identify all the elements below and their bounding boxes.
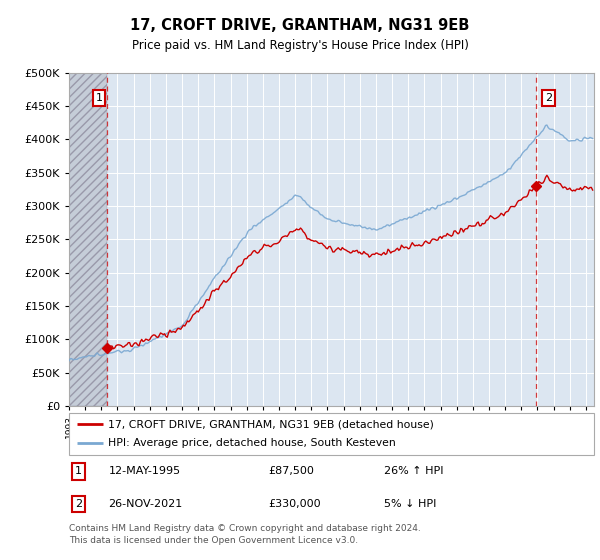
Text: Price paid vs. HM Land Registry's House Price Index (HPI): Price paid vs. HM Land Registry's House …	[131, 39, 469, 53]
Text: 1: 1	[75, 466, 82, 477]
Text: Contains HM Land Registry data © Crown copyright and database right 2024.
This d: Contains HM Land Registry data © Crown c…	[69, 524, 421, 545]
Text: 17, CROFT DRIVE, GRANTHAM, NG31 9EB: 17, CROFT DRIVE, GRANTHAM, NG31 9EB	[130, 18, 470, 32]
Text: 1: 1	[95, 93, 103, 103]
Bar	[69, 73, 107, 406]
Text: 26% ↑ HPI: 26% ↑ HPI	[384, 466, 443, 477]
Text: 17, CROFT DRIVE, GRANTHAM, NG31 9EB (detached house): 17, CROFT DRIVE, GRANTHAM, NG31 9EB (det…	[109, 419, 434, 429]
Text: £330,000: £330,000	[269, 499, 321, 509]
FancyBboxPatch shape	[69, 413, 594, 455]
Text: 2: 2	[75, 499, 82, 509]
Text: 12-MAY-1995: 12-MAY-1995	[109, 466, 181, 477]
Text: £87,500: £87,500	[269, 466, 314, 477]
Text: 2: 2	[545, 93, 553, 103]
Text: HPI: Average price, detached house, South Kesteven: HPI: Average price, detached house, Sout…	[109, 438, 396, 449]
Text: 5% ↓ HPI: 5% ↓ HPI	[384, 499, 436, 509]
Text: 26-NOV-2021: 26-NOV-2021	[109, 499, 182, 509]
